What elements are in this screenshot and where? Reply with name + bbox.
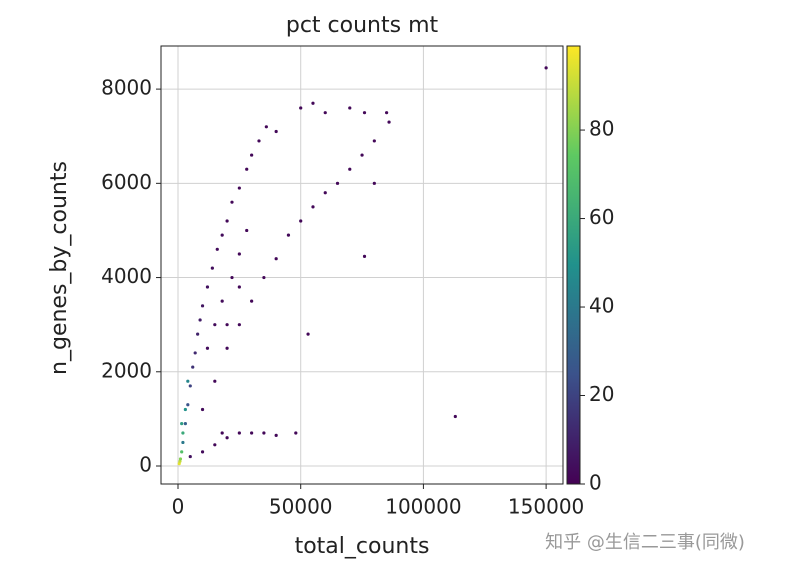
y-tick-label: 8000 <box>101 76 152 100</box>
point <box>237 186 241 190</box>
point <box>237 323 241 327</box>
point <box>237 431 241 435</box>
point <box>230 200 234 204</box>
colorbar <box>566 45 581 485</box>
point <box>183 422 187 426</box>
point <box>220 299 224 303</box>
point <box>188 384 192 388</box>
point <box>198 318 202 322</box>
point <box>274 129 278 134</box>
point <box>323 111 327 115</box>
point <box>257 139 261 143</box>
point <box>200 304 205 308</box>
colorbar-tick-label: 60 <box>589 205 614 229</box>
x-tick-label: 0 <box>172 495 185 519</box>
y-tick-label: 2000 <box>101 358 152 382</box>
point <box>193 351 197 355</box>
point <box>311 101 315 105</box>
point <box>225 323 229 327</box>
point <box>225 219 229 223</box>
point <box>245 228 249 233</box>
point <box>180 422 184 426</box>
point <box>544 66 548 70</box>
point <box>205 285 210 289</box>
point <box>362 254 367 258</box>
point <box>213 379 217 383</box>
point <box>180 450 184 454</box>
point <box>186 379 190 383</box>
point <box>453 414 457 419</box>
point <box>348 167 352 171</box>
point <box>181 440 185 445</box>
point <box>311 205 315 209</box>
point <box>210 266 214 270</box>
point <box>200 407 205 412</box>
point <box>372 181 376 185</box>
point <box>323 191 327 195</box>
point <box>237 252 241 256</box>
y-axis-label: n_genes_by_counts <box>47 161 72 375</box>
colorbar-tick-label: 40 <box>589 294 614 318</box>
point <box>186 403 190 407</box>
point <box>178 457 183 461</box>
point <box>213 443 217 447</box>
point <box>264 125 268 129</box>
point <box>200 450 205 454</box>
point <box>335 181 340 185</box>
point <box>213 323 217 327</box>
point <box>220 233 224 237</box>
colorbar-tick-label: 80 <box>589 117 614 141</box>
point <box>262 275 266 280</box>
point <box>360 153 364 157</box>
x-tick-label: 100000 <box>385 495 461 519</box>
point <box>205 346 210 350</box>
point <box>262 431 266 435</box>
point <box>188 454 192 459</box>
point <box>196 332 200 336</box>
watermark: 知乎 @生信二三事(同微) <box>545 532 745 553</box>
point <box>306 332 310 336</box>
point <box>250 299 254 303</box>
point <box>387 120 391 124</box>
point <box>225 436 229 440</box>
point <box>348 106 352 110</box>
point <box>230 275 234 280</box>
y-tick-label: 0 <box>139 453 152 477</box>
point <box>215 247 219 251</box>
point <box>225 346 229 350</box>
x-tick-label: 150000 <box>508 495 584 519</box>
point <box>274 433 278 437</box>
point <box>191 365 195 369</box>
point <box>250 431 254 435</box>
point <box>183 407 187 412</box>
point <box>220 431 224 435</box>
point <box>299 106 303 110</box>
x-tick-label: 50000 <box>269 495 333 519</box>
point <box>250 153 254 157</box>
colorbar-tick-label: 0 <box>589 471 602 495</box>
point <box>294 431 298 435</box>
point <box>286 233 291 237</box>
y-tick-label: 4000 <box>101 264 152 288</box>
point <box>362 111 367 115</box>
point <box>245 167 249 171</box>
point <box>385 111 389 115</box>
point <box>299 219 303 223</box>
y-tick-label: 6000 <box>101 170 152 194</box>
point <box>372 139 376 143</box>
plot-frame <box>160 45 564 485</box>
point <box>181 431 185 435</box>
point <box>237 285 241 289</box>
chart-title: pct counts mt <box>286 13 439 38</box>
colorbar-tick-label: 20 <box>589 382 614 406</box>
point <box>274 257 278 261</box>
x-axis-label: total_counts <box>295 534 430 559</box>
